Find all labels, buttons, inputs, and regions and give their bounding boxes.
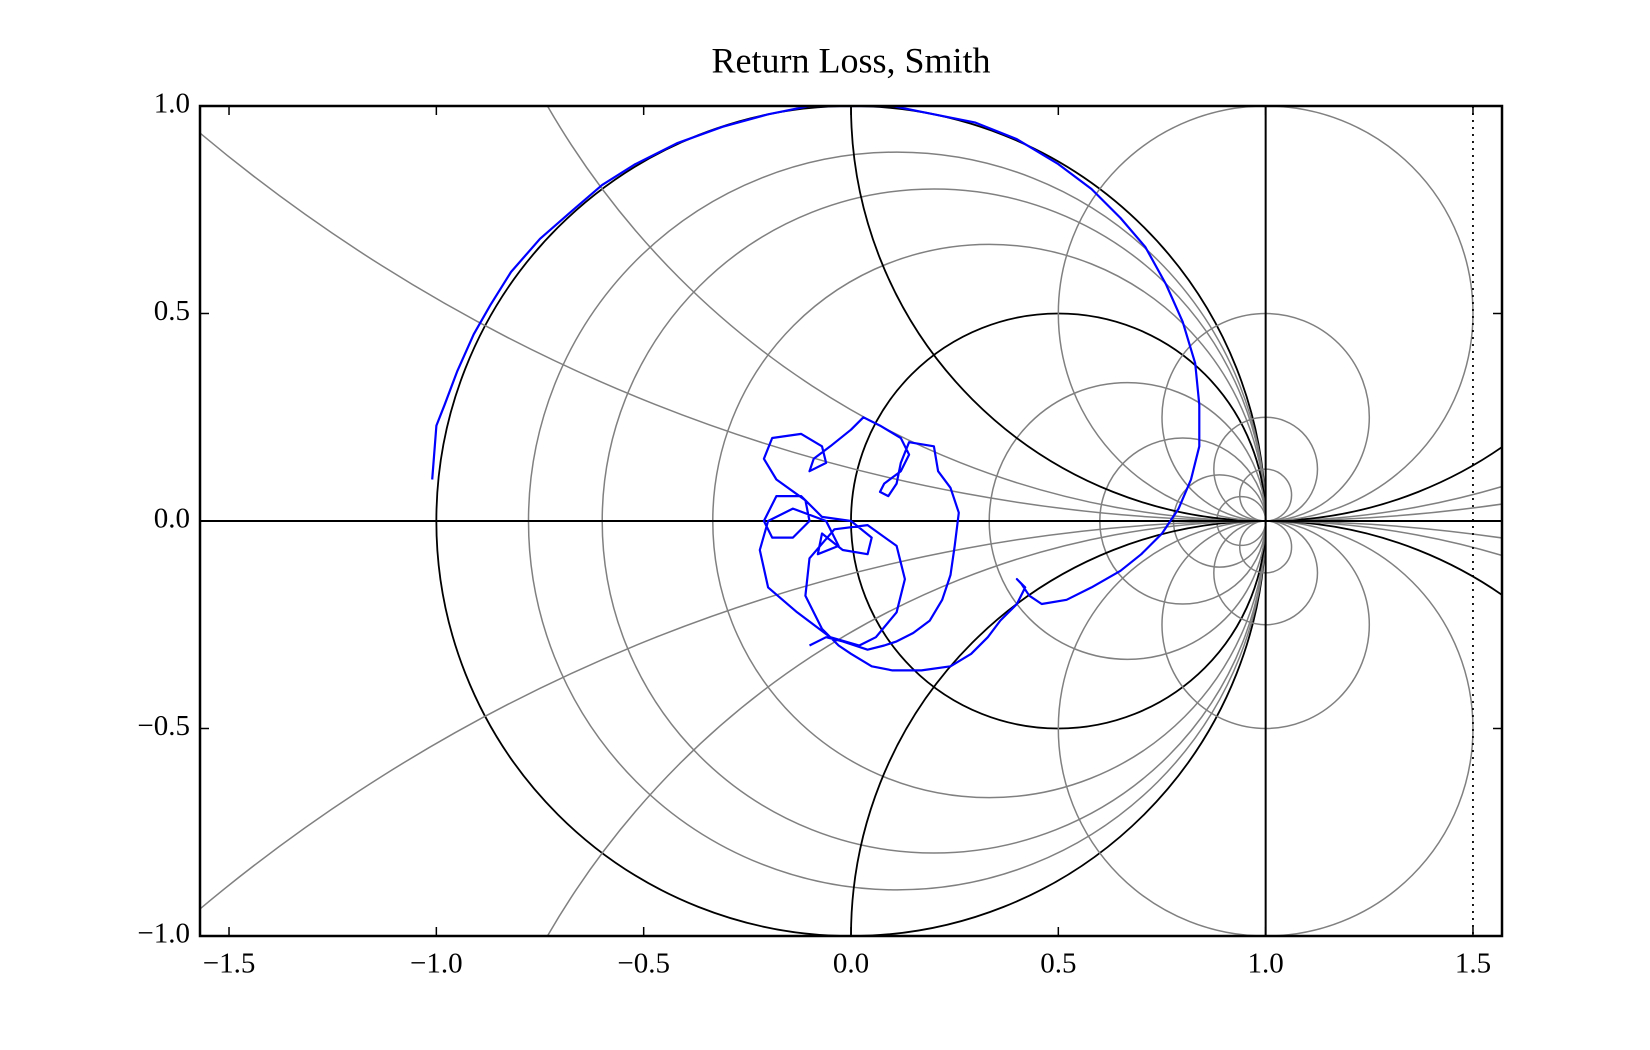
y-tick-label: 1.0 <box>154 88 190 120</box>
x-tick-label: −1.5 <box>203 948 256 980</box>
x-tick-label: 1.0 <box>1248 948 1284 980</box>
x-tick-label: −0.5 <box>617 948 670 980</box>
y-tick-label: 0.0 <box>154 503 190 535</box>
y-tick-label: −1.0 <box>137 918 190 950</box>
x-tick-label: −1.0 <box>410 948 463 980</box>
x-tick-label: 1.5 <box>1455 948 1491 980</box>
x-tick-label: 0.0 <box>833 948 869 980</box>
y-tick-label: 0.5 <box>154 295 190 327</box>
trace-line <box>431 106 1201 672</box>
y-tick-label: −0.5 <box>137 710 190 742</box>
x-tick-label: 0.5 <box>1040 948 1076 980</box>
reactance-circle <box>546 106 1502 522</box>
chart-title: Return Loss, Smith <box>711 40 990 80</box>
